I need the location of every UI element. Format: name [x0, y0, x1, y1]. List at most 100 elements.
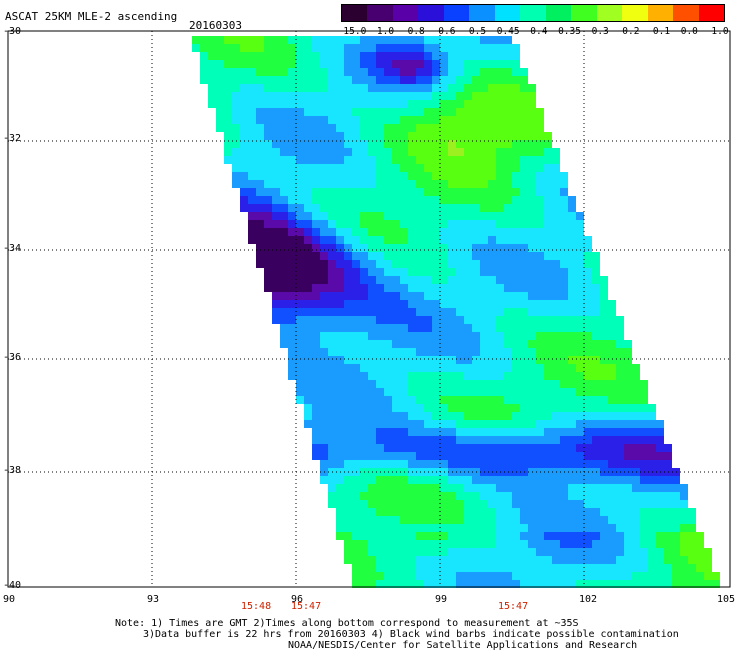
swath-cell [296, 340, 304, 348]
swath-cell [328, 316, 336, 324]
swath-cell [432, 556, 440, 564]
swath-cell [560, 284, 568, 292]
swath-cell [448, 412, 456, 420]
swath-cell [392, 92, 400, 100]
swath-cell [536, 404, 544, 412]
swath-cell [424, 52, 432, 60]
swath-cell [544, 492, 552, 500]
swath-cell [312, 188, 320, 196]
swath-cell [440, 532, 448, 540]
swath-cell [288, 36, 296, 44]
swath-cell [504, 44, 512, 52]
swath-cell [656, 540, 664, 548]
swath-cell [592, 356, 600, 364]
swath-cell [536, 148, 544, 156]
swath-cell [424, 484, 432, 492]
swath-cell [392, 188, 400, 196]
swath-cell [664, 572, 672, 580]
swath-cell [536, 532, 544, 540]
swath-cell [264, 172, 272, 180]
swath-cell [368, 340, 376, 348]
swath-cell [592, 444, 600, 452]
swath-cell [312, 60, 320, 68]
swath-cell [536, 220, 544, 228]
swath-cell [496, 180, 504, 188]
swath-cell [688, 516, 696, 524]
swath-cell [296, 100, 304, 108]
swath-cell [304, 44, 312, 52]
swath-cell [336, 388, 344, 396]
swath-cell [360, 340, 368, 348]
swath-cell [512, 404, 520, 412]
swath-cell [632, 476, 640, 484]
swath-cell [496, 564, 504, 572]
swath-cell [272, 44, 280, 52]
swath-cell [560, 556, 568, 564]
swath-cell [352, 556, 360, 564]
swath-cell [392, 228, 400, 236]
swath-cell [288, 260, 296, 268]
swath-cell [536, 564, 544, 572]
swath-cell [264, 100, 272, 108]
swath-cell [408, 36, 416, 44]
swath-cell [648, 404, 656, 412]
swath-cell [464, 308, 472, 316]
swath-cell [376, 404, 384, 412]
swath-cell [368, 308, 376, 316]
swath-cell [488, 148, 496, 156]
swath-cell [504, 484, 512, 492]
swath-cell [440, 348, 448, 356]
swath-cell [296, 324, 304, 332]
swath-cell [576, 292, 584, 300]
swath-cell [312, 340, 320, 348]
swath-cell [496, 316, 504, 324]
swath-cell [344, 36, 352, 44]
swath-cell [448, 308, 456, 316]
swath-cell [280, 76, 288, 84]
swath-cell [296, 156, 304, 164]
swath-cell [520, 140, 528, 148]
swath-cell [384, 532, 392, 540]
color-scale-swatch [673, 5, 700, 21]
swath-cell [592, 508, 600, 516]
swath-cell [304, 292, 312, 300]
swath-cell [600, 388, 608, 396]
swath-cell [320, 276, 328, 284]
swath-cell [368, 476, 376, 484]
swath-cell [472, 76, 480, 84]
swath-cell [376, 140, 384, 148]
swath-cell [528, 564, 536, 572]
swath-cell [456, 220, 464, 228]
swath-cell [488, 412, 496, 420]
swath-cell [432, 316, 440, 324]
swath-cell [408, 276, 416, 284]
swath-cell [304, 284, 312, 292]
swath-cell [312, 372, 320, 380]
swath-cell [336, 204, 344, 212]
swath-cell [480, 268, 488, 276]
swath-cell [544, 476, 552, 484]
swath-cell [408, 412, 416, 420]
swath-cell [448, 516, 456, 524]
swath-cell [616, 564, 624, 572]
swath-cell [432, 516, 440, 524]
swath-cell [464, 556, 472, 564]
swath-cell [368, 348, 376, 356]
swath-cell [496, 244, 504, 252]
swath-cell [440, 396, 448, 404]
swath-cell [544, 556, 552, 564]
swath-cell [368, 484, 376, 492]
swath-cell [304, 132, 312, 140]
swath-cell [496, 444, 504, 452]
swath-cell [336, 68, 344, 76]
swath-cell [672, 540, 680, 548]
swath-cell [376, 556, 384, 564]
swath-cell [296, 316, 304, 324]
swath-cell [360, 148, 368, 156]
swath-cell [528, 340, 536, 348]
swath-cell [344, 396, 352, 404]
swath-cell [496, 260, 504, 268]
swath-cell [536, 412, 544, 420]
swath-cell [568, 404, 576, 412]
swath-cell [304, 324, 312, 332]
